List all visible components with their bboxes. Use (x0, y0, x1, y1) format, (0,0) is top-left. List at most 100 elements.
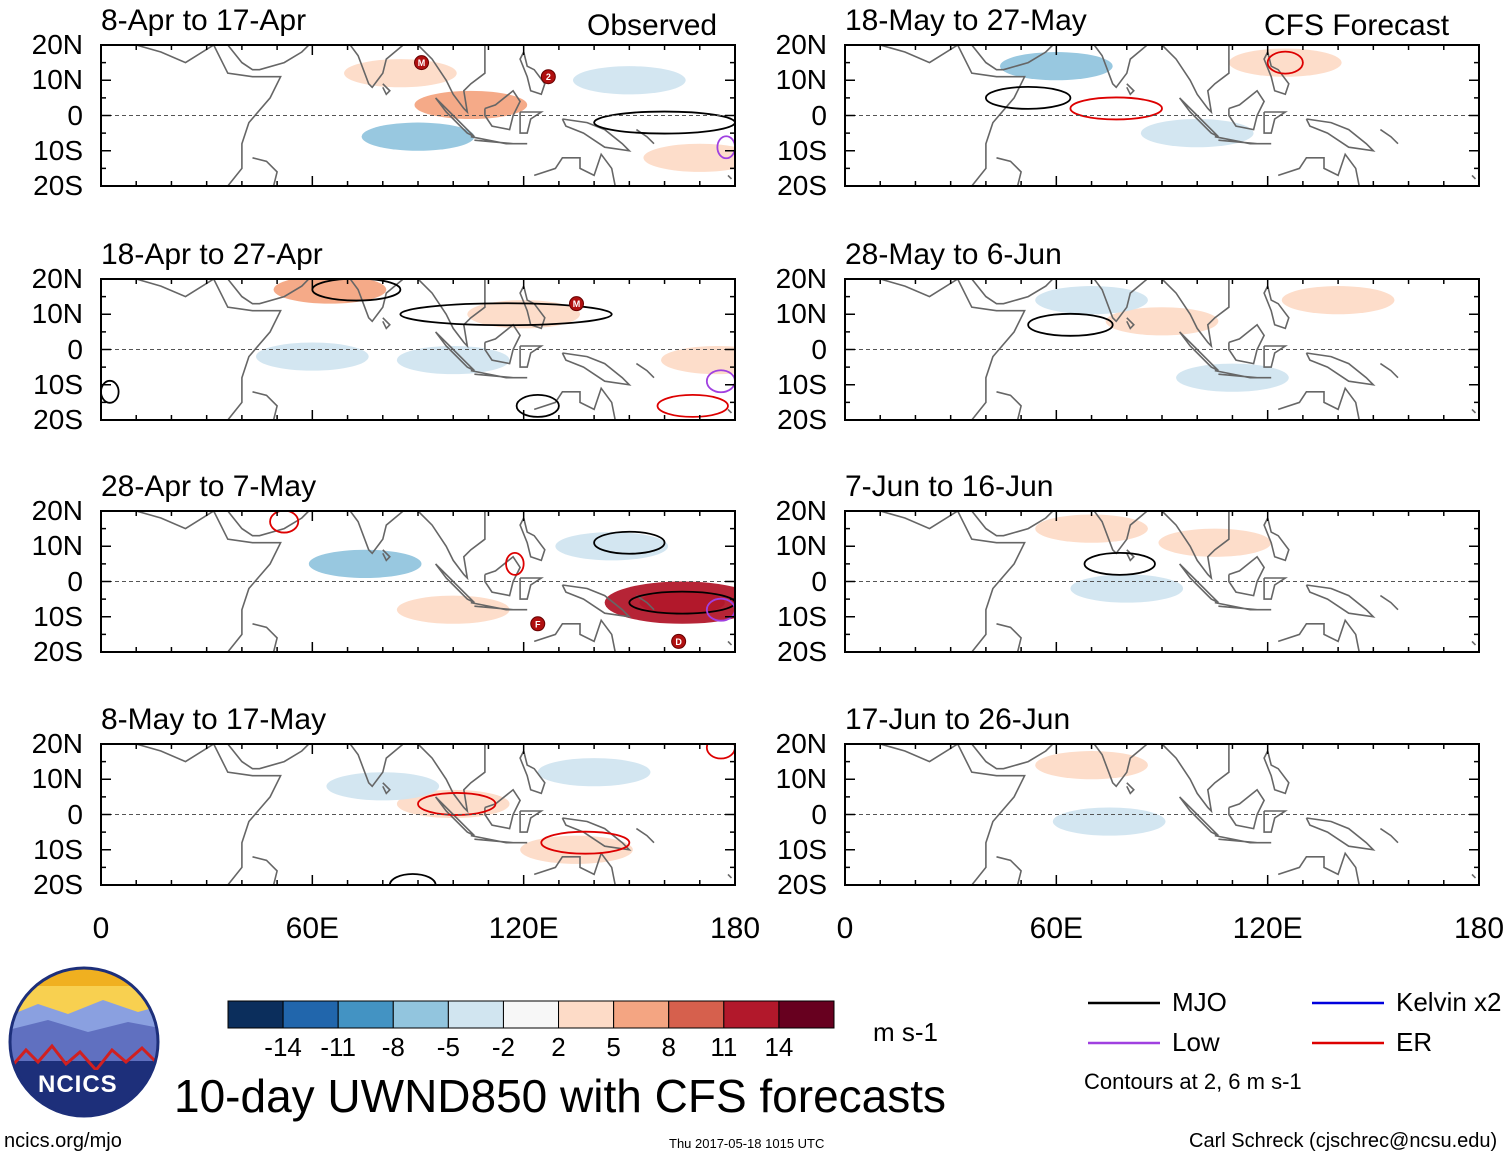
panel-frame (100, 278, 736, 421)
lat-tick-label: 10S (33, 600, 83, 632)
contour-mjo (399, 302, 613, 327)
anomaly-area (1281, 286, 1395, 315)
anomaly-area (572, 66, 686, 95)
coastline (1263, 285, 1290, 330)
lat-tick-label: 0 (67, 99, 83, 131)
coastline (470, 601, 528, 611)
coastline (561, 118, 632, 152)
anomaly-area (467, 300, 581, 329)
coastline (1379, 128, 1399, 145)
contour-er (269, 511, 300, 534)
coastline (971, 511, 1054, 537)
coastline (1471, 640, 1477, 646)
coastline (484, 89, 522, 131)
lat-tick-label: 10S (777, 833, 827, 865)
colorbar-swatch (447, 1000, 504, 1029)
map-content (845, 279, 1477, 420)
colorbar-swatch (668, 1000, 725, 1029)
contour-er (705, 744, 735, 760)
anomaly-area (1176, 363, 1289, 392)
colorbar-tick-label: -5 (436, 1032, 460, 1062)
coastline (1126, 549, 1135, 562)
coastline (519, 285, 546, 330)
legend-label: ER (1396, 1027, 1433, 1057)
coastline (434, 796, 475, 837)
lat-tick-label: 10S (777, 368, 827, 400)
panel-title: 18-Apr to 27-Apr (101, 238, 323, 271)
anomaly-area (999, 52, 1113, 81)
coastline (1178, 563, 1219, 604)
contour-low (705, 597, 735, 622)
ncics-logo (8, 966, 160, 1118)
contour-er (1069, 96, 1163, 121)
colorbar-tick-label: -11 (320, 1032, 356, 1062)
anomaly-area (396, 595, 510, 624)
coastline (996, 623, 1022, 652)
coastline (996, 856, 1022, 885)
storm-marker: M (414, 55, 430, 71)
coastline (484, 788, 522, 830)
source-url[interactable]: ncics.org/mjo (4, 1130, 122, 1152)
coastline (434, 563, 475, 604)
panel-frame (844, 510, 1480, 653)
lon-tick-label: 60E (285, 912, 340, 945)
legend-label: Kelvin x2 (1396, 987, 1502, 1017)
contour-mjo (1027, 312, 1114, 337)
anomaly-area (255, 342, 369, 371)
coastline (101, 744, 282, 885)
map-content (845, 45, 1477, 186)
lat-tick-label: 20S (33, 170, 83, 201)
coastline (227, 511, 310, 537)
lat-tick-label: 10N (775, 64, 827, 96)
lon-tick-label: 0 (836, 912, 854, 945)
panel-frame (844, 278, 1480, 421)
lat-tick-label: 10S (33, 833, 83, 865)
map-content (845, 744, 1477, 885)
colorbar-tick-label: 11 (710, 1032, 738, 1062)
anomaly-area (1158, 528, 1272, 557)
colorbar-tick-label: 2 (551, 1032, 566, 1062)
coastline (533, 152, 616, 186)
colorbar-swatch (723, 1000, 780, 1029)
map-content (101, 744, 735, 885)
coastline (1277, 386, 1360, 420)
coastline (996, 391, 1022, 420)
coastline (1471, 873, 1477, 879)
contour-mjo (593, 110, 735, 135)
storm-marker: D (671, 633, 687, 649)
anomaly-area (643, 143, 735, 172)
panel-title: 8-May to 17-May (101, 703, 327, 736)
coastline (533, 851, 616, 885)
lat-tick-label: 20N (775, 495, 827, 526)
coastline (252, 623, 278, 652)
contour-note: Contours at 2, 6 m s-1 (1084, 1069, 1302, 1094)
coastline (519, 577, 544, 600)
colorbar-swatch (778, 1000, 835, 1029)
lat-tick-label: 20N (31, 29, 83, 60)
colorbar-tick-label: -8 (381, 1032, 405, 1062)
lat-tick-label: 10N (31, 530, 83, 562)
coastline (1228, 555, 1266, 597)
timestamp: Thu 2017-05-18 1015 UTC (669, 1136, 825, 1151)
coastline (635, 362, 655, 379)
contour-er (656, 393, 729, 418)
colorbar-tick-label: 14 (764, 1032, 794, 1062)
lat-tick-label: 10N (31, 763, 83, 795)
lat-tick-label: 0 (811, 565, 827, 597)
lat-tick-label: 10S (33, 134, 83, 166)
storm-label: M (418, 58, 426, 68)
coastline (1161, 744, 1230, 814)
contour-mjo (311, 279, 402, 302)
coastline (1161, 45, 1230, 115)
coastline (519, 750, 546, 795)
coastline (845, 45, 1026, 186)
colorbar-tick-label: -14 (264, 1032, 302, 1062)
contour-mjo (388, 873, 437, 885)
coastline (417, 744, 486, 814)
lat-tick-label: 10N (775, 763, 827, 795)
lat-tick-label: 20S (33, 636, 83, 667)
panel-title: 7-Jun to 16-Jun (845, 470, 1054, 503)
coastline (971, 279, 1054, 305)
lon-tick-label: 120E (1232, 912, 1303, 945)
coastline (333, 279, 405, 323)
